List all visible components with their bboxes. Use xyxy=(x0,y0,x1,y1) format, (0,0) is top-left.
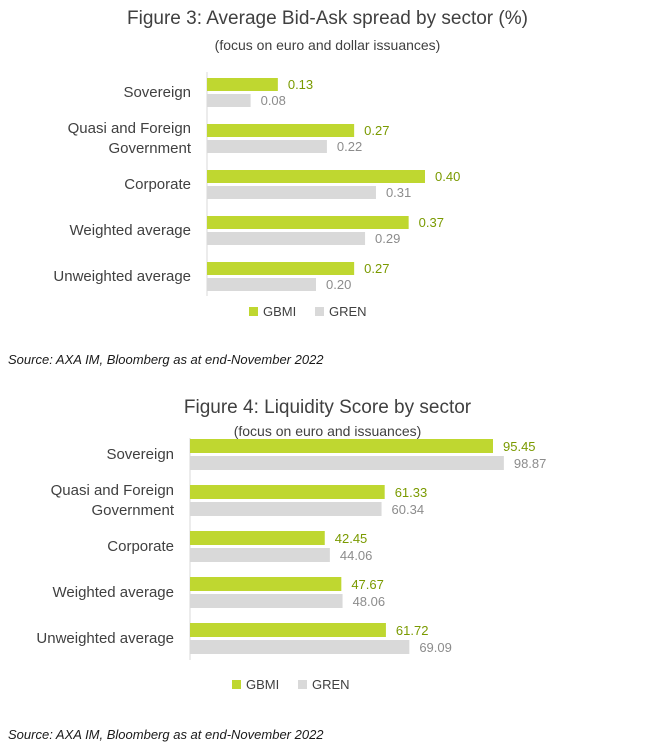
data-label-gren: 0.22 xyxy=(337,139,362,154)
category-label: Sovereign xyxy=(123,84,191,101)
bar-gren xyxy=(207,232,366,245)
bar-gren xyxy=(207,186,376,199)
legend-label-gbmi: GBMI xyxy=(246,677,279,692)
data-label-gbmi: 61.72 xyxy=(396,623,429,638)
data-label-gren: 98.87 xyxy=(514,456,547,471)
bar-gbmi xyxy=(207,124,355,137)
source-note: Source: AXA IM, Bloomberg as at end-Nove… xyxy=(8,352,324,367)
bar-gbmi xyxy=(207,170,425,183)
bar-gren xyxy=(207,278,316,291)
data-label-gbmi: 61.33 xyxy=(395,485,428,500)
bar-gren xyxy=(207,140,327,153)
bar-gren xyxy=(207,94,251,107)
bar-gbmi xyxy=(207,216,409,229)
category-label: Weighted average xyxy=(70,222,191,239)
data-label-gbmi: 0.13 xyxy=(288,77,313,92)
legend-label-gbmi: GBMI xyxy=(263,304,296,319)
category-label: Corporate xyxy=(107,538,174,555)
bar-gbmi xyxy=(190,439,493,453)
data-label-gren: 60.34 xyxy=(392,502,425,517)
data-label-gbmi: 42.45 xyxy=(335,531,368,546)
category-label: Sovereign xyxy=(106,446,174,463)
category-label: Quasi and Foreign Government xyxy=(68,120,192,157)
source-note: Source: AXA IM, Bloomberg as at end-Nove… xyxy=(8,727,324,742)
data-label-gren: 0.31 xyxy=(386,185,411,200)
data-label-gbmi: 47.67 xyxy=(351,577,384,592)
data-label-gren: 0.20 xyxy=(326,277,351,292)
figure-3: Figure 3: Average Bid-Ask spread by sect… xyxy=(0,0,655,367)
category-label: Corporate xyxy=(124,176,191,193)
data-label-gbmi: 0.40 xyxy=(435,169,460,184)
data-label-gbmi: 0.27 xyxy=(364,123,389,138)
data-label-gren: 0.08 xyxy=(261,93,286,108)
bar-gbmi xyxy=(190,577,342,591)
bar-gren xyxy=(190,594,343,608)
category-label: Unweighted average xyxy=(36,630,174,647)
legend-swatch-gren xyxy=(315,307,324,316)
data-label-gren: 44.06 xyxy=(340,548,373,563)
bar-gbmi xyxy=(190,485,385,499)
bar-gren xyxy=(190,502,382,516)
bar-chart-figure-3: Sovereign 0.130.08 Quasi and Foreign Govern… xyxy=(53,72,460,319)
data-label-gbmi: 0.27 xyxy=(364,261,389,276)
legend-label-gren: GREN xyxy=(329,304,367,319)
chart-title: Figure 4: Liquidity Score by sector xyxy=(183,397,472,418)
chart-subtitle: (focus on euro and dollar issuances) xyxy=(214,37,441,53)
legend-swatch-gbmi xyxy=(232,680,241,689)
legend-swatch-gren xyxy=(298,680,307,689)
bar-gbmi xyxy=(190,623,386,637)
data-label-gren: 48.06 xyxy=(353,594,386,609)
category-label: Quasi and Foreign Government xyxy=(51,482,175,519)
bar-gren xyxy=(190,548,330,562)
chart-subtitle: (focus on euro and issuances) xyxy=(233,423,422,439)
bar-gbmi xyxy=(190,531,325,545)
bar-gren xyxy=(190,640,410,654)
chart-title: Figure 3: Average Bid-Ask spread by sect… xyxy=(127,8,528,29)
data-label-gren: 0.29 xyxy=(375,231,400,246)
bar-gren xyxy=(190,456,504,470)
legend-swatch-gbmi xyxy=(249,307,258,316)
bar-gbmi xyxy=(207,78,278,91)
category-label: Unweighted average xyxy=(53,268,191,285)
data-label-gbmi: 95.45 xyxy=(503,439,536,454)
bar-chart-figure-4: Sovereign 95.45 98.87 Quasi and Foreign Gove… xyxy=(36,438,547,692)
legend-label-gren: GREN xyxy=(312,677,350,692)
data-label-gren: 69.09 xyxy=(419,640,452,655)
category-label: Weighted average xyxy=(53,584,174,601)
data-label-gbmi: 0.37 xyxy=(419,215,444,230)
bar-gbmi xyxy=(207,262,355,275)
figure-4: Figure 4: Liquidity Score by sector (foc… xyxy=(0,388,655,742)
